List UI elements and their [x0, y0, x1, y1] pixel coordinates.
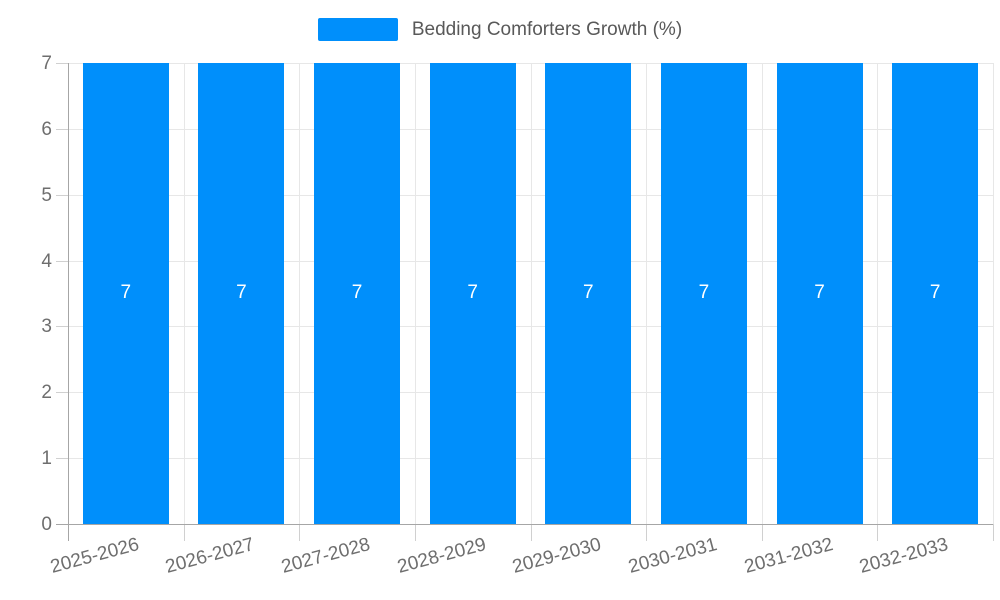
x-axis-tick	[877, 524, 879, 541]
y-tick-label: 2	[41, 382, 52, 404]
y-tick-label: 1	[41, 448, 52, 470]
legend-item[interactable]: Bedding Comforters Growth (%)	[317, 18, 683, 41]
bar[interactable]: 7	[545, 63, 632, 524]
y-axis-line	[68, 63, 69, 541]
y-tick-label: 3	[41, 316, 52, 338]
x-tick-label: 2029-2030	[510, 534, 604, 578]
bar[interactable]: 7	[429, 63, 516, 524]
y-axis-tick	[56, 326, 68, 328]
x-axis-tick	[414, 524, 416, 541]
x-axis-tick	[530, 524, 532, 541]
legend-swatch	[317, 18, 398, 41]
gridline-vertical	[414, 63, 416, 524]
bar[interactable]: 7	[82, 63, 169, 524]
x-tick-label: 2025-2026	[48, 534, 142, 578]
y-axis-tick	[56, 194, 68, 196]
bar-value-label: 7	[351, 281, 363, 303]
y-tick-label: 4	[41, 250, 52, 272]
gridline-vertical	[183, 63, 185, 524]
gridline-vertical	[299, 63, 301, 524]
x-axis-tick	[646, 524, 648, 541]
x-tick-label: 2032-2033	[857, 534, 951, 578]
y-axis-tick	[56, 260, 68, 262]
x-tick-label: 2026-2027	[163, 534, 257, 578]
y-tick-label: 7	[41, 53, 52, 74]
y-tick-label: 6	[41, 118, 52, 140]
bar[interactable]: 7	[660, 63, 747, 524]
chart-legend: Bedding Comforters Growth (%)	[0, 18, 1000, 41]
x-tick-label: 2028-2029	[394, 534, 489, 578]
x-axis-tick	[761, 524, 763, 541]
x-tick-label: 2027-2028	[279, 534, 373, 578]
x-axis-tick	[993, 524, 994, 541]
x-axis-line	[56, 524, 993, 525]
y-axis-tick	[56, 392, 68, 394]
bar-value-label: 7	[814, 281, 825, 303]
bar-value-label: 7	[929, 281, 941, 303]
x-tick-label: 2030-2031	[626, 534, 720, 578]
bar-value-label: 7	[467, 281, 478, 303]
gridline-vertical	[993, 63, 994, 524]
bar-value-label: 7	[583, 281, 594, 303]
y-axis-tick	[56, 128, 68, 130]
gridline-vertical	[877, 63, 879, 524]
y-axis-tick	[56, 63, 68, 64]
bar-value-label: 7	[698, 281, 710, 303]
y-tick-label: 0	[41, 514, 52, 535]
bar[interactable]: 7	[198, 63, 285, 524]
x-axis-tick	[299, 524, 301, 541]
x-axis-tick	[183, 524, 185, 541]
bar[interactable]: 7	[892, 63, 979, 524]
x-tick-label: 2031-2032	[741, 534, 835, 578]
bar-value-label: 7	[236, 281, 247, 303]
gridline-vertical	[646, 63, 648, 524]
y-axis-tick	[56, 458, 68, 460]
legend-label: Bedding Comforters Growth (%)	[411, 19, 683, 40]
bar[interactable]: 7	[776, 63, 863, 524]
gridline-vertical	[761, 63, 763, 524]
y-tick-label: 5	[41, 184, 52, 206]
gridline-vertical	[530, 63, 532, 524]
bar[interactable]: 7	[314, 63, 401, 524]
bar-value-label: 7	[120, 281, 132, 303]
